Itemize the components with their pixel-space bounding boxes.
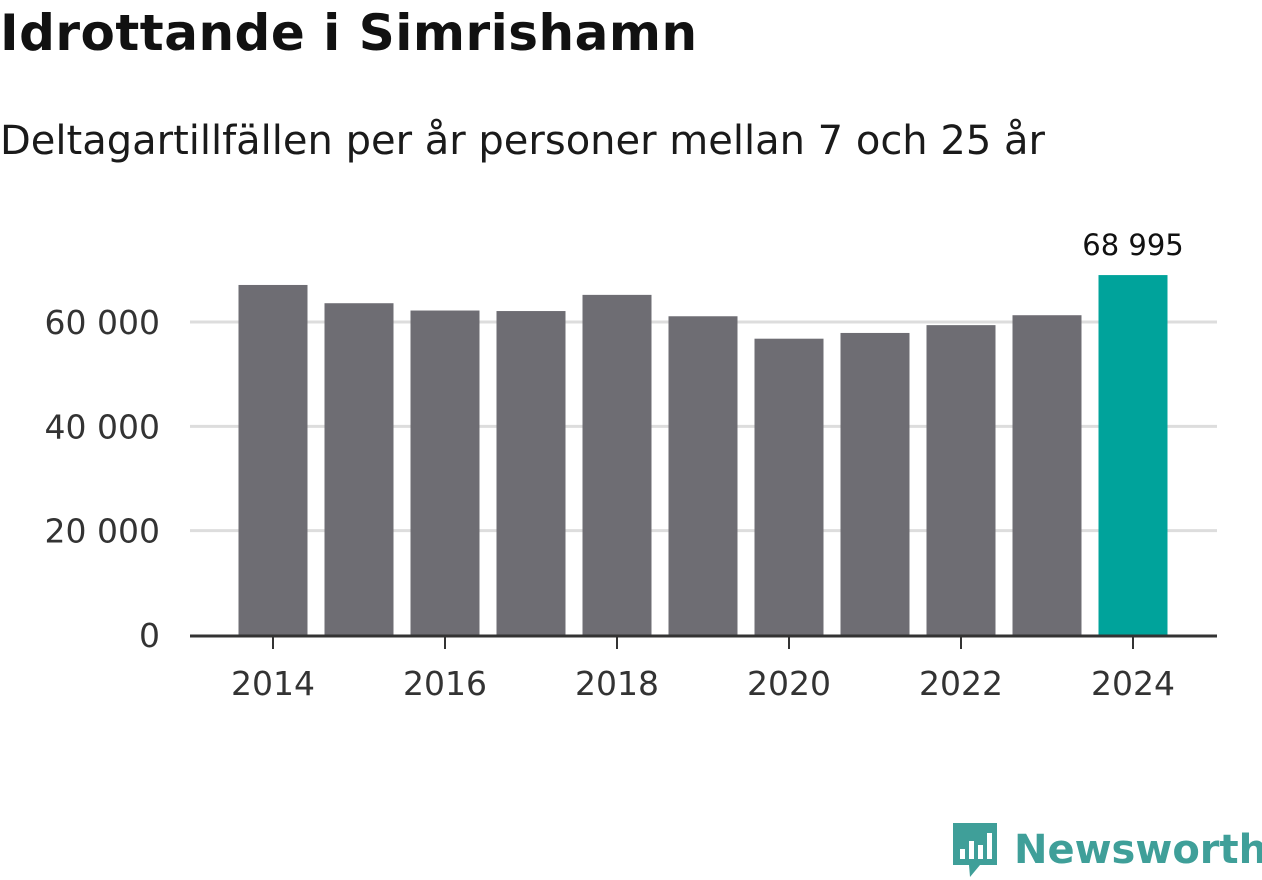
bar-2018 <box>582 294 652 635</box>
bar-2019 <box>668 316 738 635</box>
bar-2021 <box>840 332 910 635</box>
x-tick-label: 2020 <box>747 664 831 703</box>
newsworthy-logo-text: Newsworthy <box>1014 827 1262 873</box>
bar-2014 <box>238 284 308 635</box>
newsworthy-logo: Newsworthy <box>950 820 1262 880</box>
data-label-2024: 68 995 <box>1082 228 1183 262</box>
x-tick-label: 2014 <box>231 664 315 703</box>
bar-2023 <box>1012 315 1082 635</box>
x-tick-label: 2024 <box>1091 664 1175 703</box>
chart-subtitle: Deltagartillfällen per år personer mella… <box>0 118 1045 164</box>
x-tick-label: 2016 <box>403 664 487 703</box>
y-tick-label: 40 000 <box>45 407 160 446</box>
bar-2024 <box>1098 275 1168 635</box>
y-tick-label: 20 000 <box>45 512 160 551</box>
bar-2017 <box>496 311 566 635</box>
y-tick-label: 0 <box>139 616 160 655</box>
x-tick-label: 2022 <box>919 664 1003 703</box>
newsworthy-logo-icon <box>953 823 997 877</box>
bar-2022 <box>926 325 996 635</box>
chart-title: Idrottande i Simrishamn <box>0 4 698 62</box>
bar-2020 <box>754 338 824 635</box>
y-tick-label: 60 000 <box>45 303 160 342</box>
bar-2015 <box>324 303 394 635</box>
x-tick-label: 2018 <box>575 664 659 703</box>
bar-2016 <box>410 310 480 635</box>
